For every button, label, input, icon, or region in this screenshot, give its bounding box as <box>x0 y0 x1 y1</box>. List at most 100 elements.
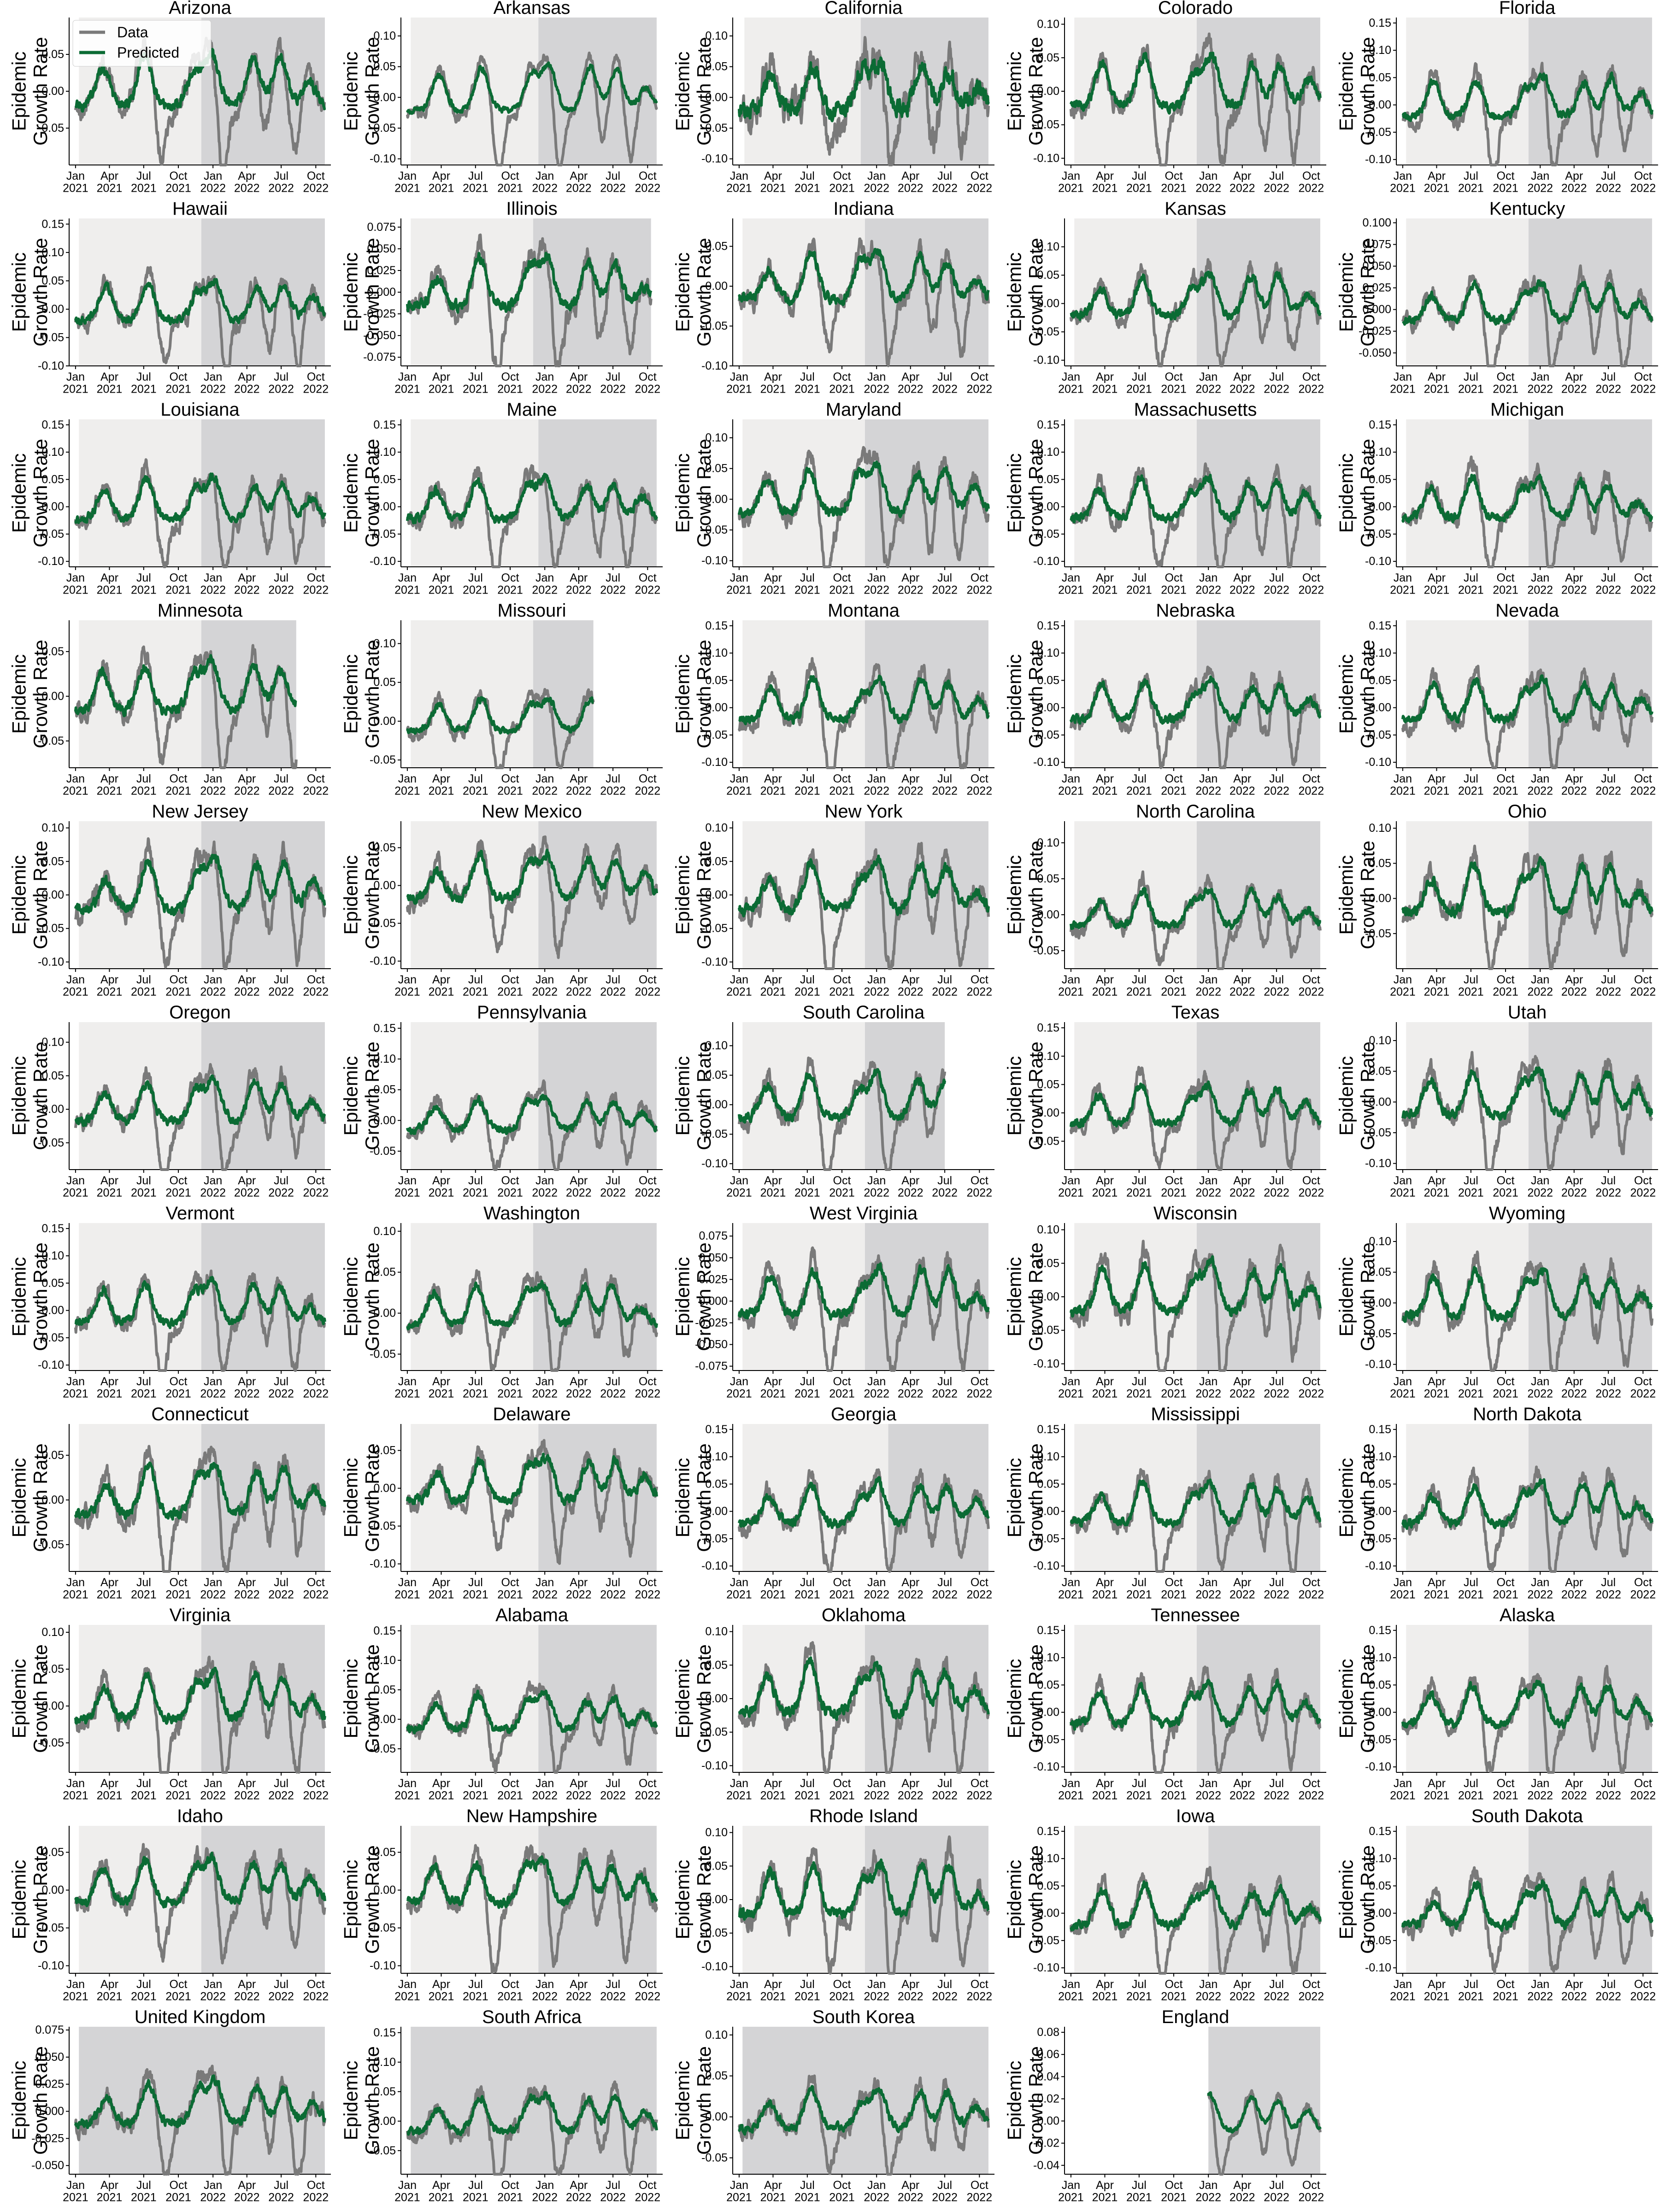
y-tick-label: 0.10 <box>41 822 64 835</box>
x-tick-label: Jul 2021 <box>794 973 820 998</box>
y-tick-label: -0.05 <box>1033 729 1059 741</box>
panel-oklahoma: Oklahoma EpidemicGrowth Rate -0.10 -0.05 0.0… <box>664 1605 995 1808</box>
x-tick-label: Apr 2021 <box>760 1174 786 1199</box>
x-tick-label: Jul 2022 <box>1595 571 1621 596</box>
x-tick-label: Oct 2022 <box>1298 1777 1324 1802</box>
x-tick-label: Jan 2022 <box>532 1978 558 2003</box>
x-tick-label: Oct 2021 <box>165 772 191 797</box>
y-tick-label: -0.10 <box>1365 153 1391 166</box>
x-tick-label: Jan 2022 <box>532 1576 558 1601</box>
panel-united-kingdom: United Kingdom EpidemicGrowth Rate -0.050 -… <box>0 2007 332 2210</box>
y-tick-label: 0.10 <box>373 2056 396 2069</box>
x-tick-label: Apr 2021 <box>760 973 786 998</box>
x-tick-label: Jan 2022 <box>864 170 889 194</box>
x-tick-label: Oct 2021 <box>829 1576 855 1601</box>
y-tick-label: -0.05 <box>38 1136 64 1149</box>
series-data-line <box>1401 844 1653 970</box>
panel-svg-kentucky: Kentucky EpidemicGrowth Rate-0.050 -0.025 0… <box>1335 199 1658 395</box>
x-tick-label: Apr 2021 <box>1424 1174 1450 1199</box>
panel-svg-louisiana: Louisiana EpidemicGrowth Rate -0.10 -0.05 0.… <box>8 400 331 596</box>
y-axis-label: EpidemicGrowth Rate <box>340 2046 383 2155</box>
x-tick-label: Apr 2021 <box>760 2179 786 2204</box>
series-predicted-line <box>74 472 326 524</box>
series-predicted-line <box>738 1656 990 1721</box>
y-axis-label: EpidemicGrowth Rate <box>1004 2046 1047 2155</box>
x-tick-label: Jul 2021 <box>1458 772 1484 797</box>
y-axis-label: EpidemicGrowth Rate <box>1335 640 1378 748</box>
x-tick-label: Jul 2022 <box>268 571 294 596</box>
x-tick-label: Jul 2021 <box>1126 973 1152 998</box>
y-axis-label: EpidemicGrowth Rate <box>1004 439 1047 547</box>
y-tick-label: 0.025 <box>367 264 396 277</box>
y-tick-label: 0.00 <box>373 2115 396 2128</box>
series-predicted-line <box>406 1689 658 1735</box>
y-tick-label: -0.10 <box>1365 1760 1391 1773</box>
x-tick-label: Jan 2021 <box>394 2179 420 2204</box>
y-tick-label: 0.00 <box>705 493 728 506</box>
panel-title: Connecticut <box>151 1404 248 1424</box>
y-tick-label: -0.05 <box>370 1347 396 1360</box>
x-tick-label: Jul 2021 <box>131 772 157 797</box>
x-tick-label: Jan 2021 <box>63 973 88 998</box>
x-tick-label: Jul 2022 <box>268 1576 294 1601</box>
x-tick-label: Oct 2022 <box>635 2179 660 2204</box>
y-tick-label: 0.05 <box>705 2070 728 2083</box>
y-axis-label: EpidemicGrowth Rate <box>672 640 715 748</box>
x-tick-label: Jul 2022 <box>932 1978 958 2003</box>
panel-title: Rhode Island <box>809 1806 918 1826</box>
y-tick-label: 0.10 <box>1037 1050 1059 1063</box>
y-tick-label: 0.00 <box>373 879 396 892</box>
x-tick-label: Jul 2021 <box>463 571 488 596</box>
panel-svg-south-korea: South Korea EpidemicGrowth Rate-0.05 0.00 0… <box>672 2007 994 2204</box>
x-tick-label: Jul 2022 <box>600 1978 626 2003</box>
series-predicted-line <box>1069 675 1322 725</box>
x-tick-label: Oct 2022 <box>1298 772 1324 797</box>
x-tick-label: Jul 2022 <box>268 371 294 395</box>
y-tick-label: 0.05 <box>41 274 64 287</box>
x-tick-label: Oct 2021 <box>497 772 523 797</box>
y-tick-label: 0.025 <box>1362 282 1391 294</box>
panel-texas: Texas EpidemicGrowth Rate -0.05 0.00 0.05 0.1… <box>995 1002 1327 1206</box>
shade-test <box>533 620 594 768</box>
series-predicted-line <box>738 1858 990 1921</box>
x-tick-label: Jan 2021 <box>1058 1777 1084 1802</box>
x-tick-label: Apr 2021 <box>760 1375 786 1400</box>
series-predicted-line <box>74 1852 326 1909</box>
x-tick-label: Jan 2022 <box>200 1174 226 1199</box>
panel-maine: Maine EpidemicGrowth Rate -0.10 -0.05 0.00 0.… <box>332 400 664 603</box>
y-tick-label: 0.05 <box>41 48 64 61</box>
x-tick-label: Oct 2021 <box>497 1375 523 1400</box>
x-tick-label: Jan 2022 <box>1527 571 1553 596</box>
x-tick-label: Jan 2022 <box>864 1174 889 1199</box>
x-tick-label: Jul 2022 <box>1264 1576 1289 1601</box>
x-tick-label: Apr 2021 <box>760 371 786 395</box>
series-predicted-line <box>1070 1478 1322 1528</box>
x-tick-label: Oct 2021 <box>829 1978 855 2003</box>
x-tick-label: Jan 2022 <box>1527 1978 1553 2003</box>
y-tick-label: -0.05 <box>701 1532 728 1545</box>
panel-svg-new-mexico: New Mexico EpidemicGrowth Rate -0.10 -0.05 0… <box>340 801 663 998</box>
x-tick-label: Jul 2022 <box>932 973 958 998</box>
x-tick-label: Oct 2022 <box>303 973 329 998</box>
y-tick-label: 0.05 <box>1369 1065 1391 1078</box>
y-tick-label: 0.00 <box>373 1883 396 1896</box>
y-axis-label: EpidemicGrowth Rate <box>340 1644 383 1753</box>
x-tick-label: Oct 2022 <box>1298 571 1324 596</box>
x-tick-label: Apr 2022 <box>234 1174 260 1199</box>
series-predicted-line <box>1207 2091 1322 2134</box>
x-tick-label: Jan 2021 <box>63 1375 88 1400</box>
y-tick-label: -0.05 <box>701 320 728 333</box>
x-tick-label: Oct 2021 <box>1161 1576 1187 1601</box>
series-predicted-line <box>406 2091 658 2136</box>
y-tick-label: 0.10 <box>705 822 728 835</box>
panel-ohio: Ohio EpidemicGrowth Rate -0.05 0.00 0.05 0.10… <box>1327 801 1659 1005</box>
shade-training <box>742 419 865 567</box>
series-predicted-line <box>1069 52 1322 115</box>
y-tick-label: -0.10 <box>1365 555 1391 568</box>
x-tick-label: Oct 2022 <box>303 1777 329 1802</box>
panel-georgia: Georgia EpidemicGrowth Rate -0.10 -0.05 0.00… <box>664 1404 995 1607</box>
y-tick-label: -0.05 <box>701 1128 728 1141</box>
x-tick-label: Jul 2021 <box>1458 1777 1484 1802</box>
y-tick-label: 0.10 <box>41 1249 64 1262</box>
y-tick-label: 0.050 <box>1362 260 1391 273</box>
